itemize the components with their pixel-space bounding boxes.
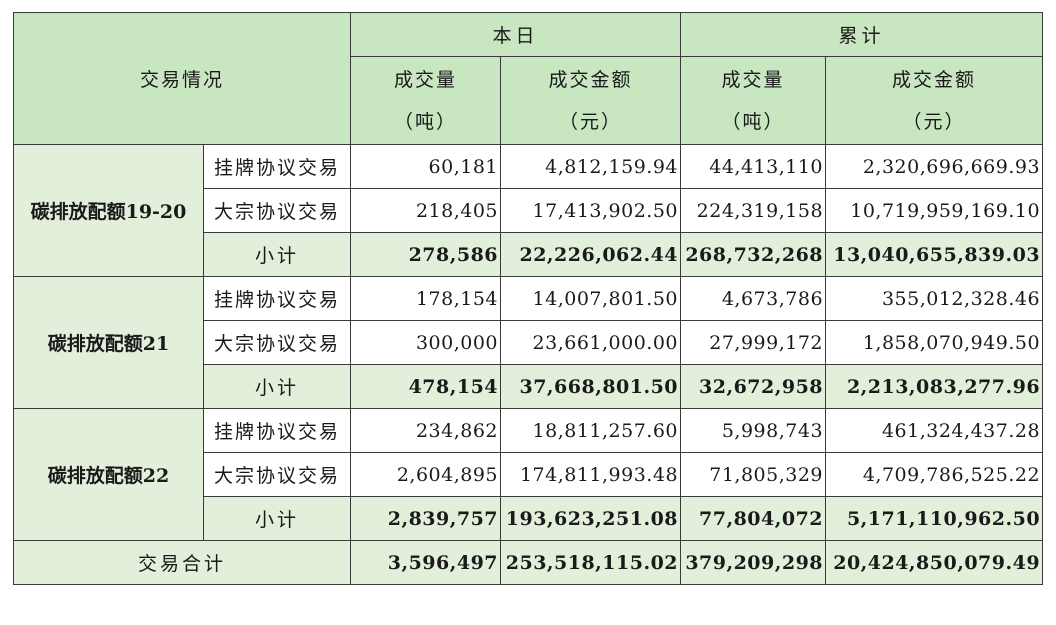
header-today: 本日 bbox=[350, 12, 682, 57]
day-amount: 4,812,159.94 bbox=[500, 144, 682, 189]
volume-label: 成交量 bbox=[394, 68, 458, 91]
header-corner: 交易情况 bbox=[12, 12, 352, 145]
day-amount: 17,413,902.50 bbox=[500, 188, 682, 233]
cum-amount: 461,324,437.28 bbox=[825, 408, 1044, 453]
amount-unit: （元） bbox=[559, 110, 623, 133]
table-row: 碳排放配额21 挂牌协议交易 178,154 14,007,801.50 4,6… bbox=[13, 276, 1044, 409]
trade-type: 挂牌协议交易 bbox=[202, 276, 352, 321]
header-today-volume: 成交量 （吨） bbox=[350, 56, 502, 145]
day-volume: 178,154 bbox=[350, 276, 502, 321]
trade-type: 大宗协议交易 bbox=[202, 452, 352, 497]
day-volume: 300,000 bbox=[350, 320, 502, 365]
day-amount: 174,811,993.48 bbox=[500, 452, 682, 497]
amount-unit: （元） bbox=[902, 110, 966, 133]
table-row: 碳排放配额22 挂牌协议交易 234,862 18,811,257.60 5,9… bbox=[13, 408, 1044, 541]
cum-volume: 268,732,268 bbox=[680, 232, 827, 277]
cum-volume: 4,673,786 bbox=[680, 276, 827, 321]
day-volume: 3,596,497 bbox=[350, 540, 502, 585]
group-name: 碳排放配额19-20 bbox=[13, 144, 204, 277]
day-amount: 193,623,251.08 bbox=[500, 496, 682, 541]
day-volume: 2,604,895 bbox=[350, 452, 502, 497]
trade-type: 大宗协议交易 bbox=[202, 188, 352, 233]
amount-label: 成交金额 bbox=[892, 68, 977, 91]
cum-amount: 2,320,696,669.93 bbox=[825, 144, 1044, 189]
volume-label: 成交量 bbox=[721, 68, 785, 91]
subtotal-label: 小计 bbox=[202, 364, 352, 409]
cum-amount: 1,858,070,949.50 bbox=[825, 320, 1044, 365]
trade-type: 挂牌协议交易 bbox=[202, 408, 352, 453]
cum-amount: 355,012,328.46 bbox=[825, 276, 1044, 321]
cum-amount: 13,040,655,839.03 bbox=[825, 232, 1044, 277]
cum-volume: 224,319,158 bbox=[680, 188, 827, 233]
day-volume: 60,181 bbox=[350, 144, 502, 189]
table-row: 碳排放配额19-20 挂牌协议交易 60,181 4,812,159.94 44… bbox=[13, 144, 1044, 277]
day-amount: 23,661,000.00 bbox=[500, 320, 682, 365]
cum-volume: 27,999,172 bbox=[680, 320, 827, 365]
amount-label: 成交金额 bbox=[548, 68, 633, 91]
header-row-2: 成交量 （吨） 成交金额 （元） 成交量 （吨） 成交金额 （元） bbox=[14, 56, 1044, 145]
table-row: 大宗协议交易 300,000 23,661,000.00 27,999,172 … bbox=[14, 320, 1044, 365]
header-cum-volume: 成交量 （吨） bbox=[680, 56, 827, 145]
table-row: 大宗协议交易 218,405 17,413,902.50 224,319,158… bbox=[14, 188, 1044, 233]
header-cumulative: 累计 bbox=[680, 12, 1044, 57]
cum-volume: 44,413,110 bbox=[680, 144, 827, 189]
subtotal-label: 小计 bbox=[202, 232, 352, 277]
cum-amount: 5,171,110,962.50 bbox=[825, 496, 1044, 541]
header-row-1: 交易情况 本日 累计 bbox=[12, 12, 1044, 145]
group-name: 碳排放配额22 bbox=[13, 408, 204, 541]
subtotal-label: 小计 bbox=[202, 496, 352, 541]
header-cum-amount: 成交金额 （元） bbox=[825, 56, 1044, 145]
cum-amount: 20,424,850,079.49 bbox=[825, 540, 1044, 585]
header-today-amount: 成交金额 （元） bbox=[500, 56, 682, 145]
cum-amount: 4,709,786,525.22 bbox=[825, 452, 1044, 497]
cum-volume: 32,672,958 bbox=[680, 364, 827, 409]
table-row: 大宗协议交易 2,604,895 174,811,993.48 71,805,3… bbox=[14, 452, 1044, 497]
day-volume: 234,862 bbox=[350, 408, 502, 453]
day-amount: 22,226,062.44 bbox=[500, 232, 682, 277]
day-amount: 253,518,115.02 bbox=[500, 540, 682, 585]
volume-unit: （吨） bbox=[721, 110, 785, 133]
day-volume: 478,154 bbox=[350, 364, 502, 409]
trade-summary-table: 交易情况 本日 累计 成交量 （吨） 成交金额 （元） 成交量 （吨） 成交金额… bbox=[12, 12, 1044, 585]
trade-type: 大宗协议交易 bbox=[202, 320, 352, 365]
cum-volume: 5,998,743 bbox=[680, 408, 827, 453]
day-amount: 18,811,257.60 bbox=[500, 408, 682, 453]
day-volume: 218,405 bbox=[350, 188, 502, 233]
total-row: 交易合计 3,596,497 253,518,115.02 379,209,29… bbox=[12, 540, 1044, 585]
volume-unit: （吨） bbox=[394, 110, 458, 133]
day-amount: 37,668,801.50 bbox=[500, 364, 682, 409]
trade-type: 挂牌协议交易 bbox=[202, 144, 352, 189]
cum-amount: 10,719,959,169.10 bbox=[825, 188, 1044, 233]
total-label: 交易合计 bbox=[12, 540, 352, 585]
day-volume: 2,839,757 bbox=[350, 496, 502, 541]
cum-volume: 379,209,298 bbox=[680, 540, 827, 585]
day-amount: 14,007,801.50 bbox=[500, 276, 682, 321]
cum-volume: 71,805,329 bbox=[680, 452, 827, 497]
subtotal-row: 小计 2,839,757 193,623,251.08 77,804,072 5… bbox=[13, 496, 1044, 541]
cum-amount: 2,213,083,277.96 bbox=[825, 364, 1044, 409]
cum-volume: 77,804,072 bbox=[680, 496, 827, 541]
group-name: 碳排放配额21 bbox=[13, 276, 204, 409]
day-volume: 278,586 bbox=[350, 232, 502, 277]
